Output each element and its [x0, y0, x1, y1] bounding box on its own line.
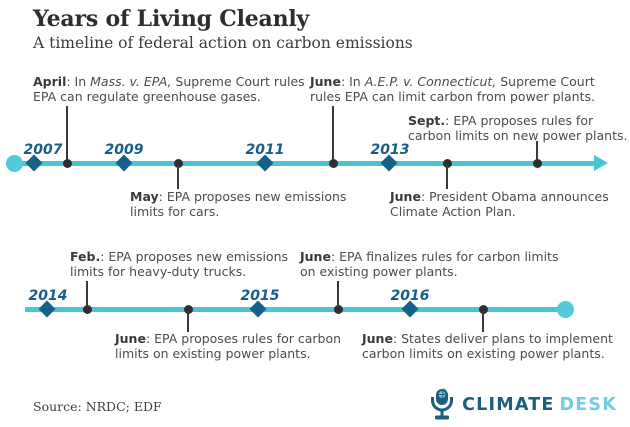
annotation-text-line: limits on existing power plants.	[115, 345, 311, 361]
source-credit: Source: NRDC; EDF	[33, 399, 162, 414]
timeline-1-arrow-icon	[594, 155, 608, 171]
annotation-feb-2014: Feb.: EPA proposes new emissions limits …	[70, 249, 289, 279]
logo-word-climate: CLIMATE	[462, 394, 555, 415]
event-dot-may-2009	[173, 158, 183, 168]
annotation-text-line: Climate Action Plan.	[390, 203, 516, 219]
connector-feb-2014	[86, 281, 88, 307]
annotation-june-2014: June: EPA proposes rules for carbon limi…	[115, 331, 342, 361]
year-label-2015: 2015	[240, 288, 280, 304]
year-label-2007: 2007	[23, 142, 63, 158]
annotation-text-line: Sept.: EPA proposes rules for	[408, 113, 594, 128]
annotation-text-line: limits for cars.	[130, 203, 220, 219]
annotation-text-line: June: In A.E.P. v. Connecticut, Supreme …	[310, 74, 595, 89]
climate-desk-logo: CLIMATE DESK	[429, 388, 617, 421]
timeline-2-line	[25, 306, 565, 312]
event-dot-feb-2014	[82, 304, 92, 314]
annotation-may-2009: May: EPA proposes new emissions limits f…	[130, 189, 347, 219]
event-dot-june-2011	[328, 158, 338, 168]
connector-june-2011	[332, 106, 334, 160]
annotation-text-line: on existing power plants.	[300, 263, 458, 279]
connector-june-2013	[446, 165, 448, 189]
annotation-text-line: rules EPA can limit carbon from power pl…	[310, 88, 595, 104]
annotation-text-line: carbon limits on new power plants.	[408, 127, 628, 143]
event-dot-june-2015	[333, 304, 343, 314]
connector-sept-2013	[536, 141, 538, 160]
annotation-text-line: April: In Mass. v. EPA, Supreme Court ru…	[33, 74, 305, 89]
event-dot-june-2014	[183, 304, 193, 314]
connector-june-2016	[482, 311, 484, 332]
page-title: Years of Living Cleanly	[33, 6, 310, 32]
annotation-text-line: June: EPA finalizes rules for carbon lim…	[300, 249, 559, 264]
annotation-text-line: May: EPA proposes new emissions	[130, 189, 347, 204]
logo-word-desk: DESK	[559, 394, 617, 415]
annotation-text-line: Feb.: EPA proposes new emissions	[70, 249, 289, 264]
timeline-1-line	[14, 160, 596, 166]
connector-may-2009	[177, 165, 179, 189]
timeline-1-start-circle	[5, 154, 23, 172]
annotation-june-2015: June: EPA finalizes rules for carbon lim…	[300, 249, 559, 279]
year-label-2016: 2016	[390, 288, 430, 304]
annotation-june-2011: June: In A.E.P. v. Connecticut, Supreme …	[310, 74, 595, 104]
connector-june-2015	[337, 281, 339, 307]
connector-april-2007	[66, 106, 68, 160]
annotation-text-line: June: States deliver plans to implement	[362, 331, 613, 346]
annotation-text-line: June: President Obama announces	[390, 189, 609, 204]
annotation-sept-2013: Sept.: EPA proposes rules for carbon lim…	[408, 113, 628, 143]
annotation-june-2016: June: States deliver plans to implement …	[362, 331, 613, 361]
climate-desk-wordmark: CLIMATE DESK	[462, 395, 617, 415]
annotation-april-2007: April: In Mass. v. EPA, Supreme Court ru…	[33, 74, 305, 104]
annotation-text-line: June: EPA proposes rules for carbon	[115, 331, 342, 346]
event-dot-june-2013	[442, 158, 452, 168]
annotation-text-line: limits for heavy-duty trucks.	[70, 263, 247, 279]
page-subtitle: A timeline of federal action on carbon e…	[33, 34, 413, 52]
year-label-2014: 2014	[28, 288, 68, 304]
annotation-text-line: EPA can regulate greenhouse gases.	[33, 88, 261, 104]
year-label-2011: 2011	[245, 142, 285, 158]
year-label-2009: 2009	[104, 142, 144, 158]
annotation-june-2013: June: President Obama announces Climate …	[390, 189, 609, 219]
year-label-2013: 2013	[370, 142, 410, 158]
connector-june-2014	[187, 311, 189, 332]
annotation-text-line: carbon limits on existing power plants.	[362, 345, 605, 361]
event-dot-sept-2013	[532, 158, 542, 168]
event-dot-april-2007	[62, 158, 72, 168]
microphone-icon	[431, 388, 454, 420]
timeline-2-end-circle	[556, 300, 574, 318]
event-dot-june-2016	[478, 304, 488, 314]
